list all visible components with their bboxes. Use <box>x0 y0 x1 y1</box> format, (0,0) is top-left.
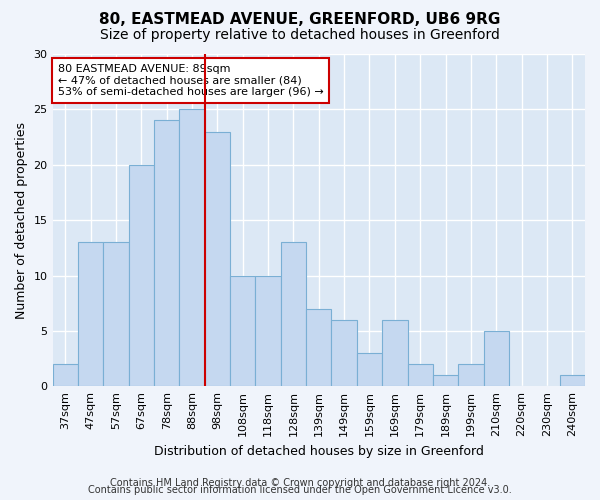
Bar <box>382 320 407 386</box>
Bar <box>560 375 585 386</box>
Text: 80, EASTMEAD AVENUE, GREENFORD, UB6 9RG: 80, EASTMEAD AVENUE, GREENFORD, UB6 9RG <box>100 12 500 28</box>
Bar <box>407 364 433 386</box>
Y-axis label: Number of detached properties: Number of detached properties <box>15 122 28 318</box>
Bar <box>281 242 306 386</box>
Bar <box>458 364 484 386</box>
Bar <box>256 276 281 386</box>
Bar <box>331 320 357 386</box>
Text: Size of property relative to detached houses in Greenford: Size of property relative to detached ho… <box>100 28 500 42</box>
Bar <box>230 276 256 386</box>
X-axis label: Distribution of detached houses by size in Greenford: Distribution of detached houses by size … <box>154 444 484 458</box>
Bar <box>78 242 103 386</box>
Bar <box>103 242 128 386</box>
Text: Contains HM Land Registry data © Crown copyright and database right 2024.: Contains HM Land Registry data © Crown c… <box>110 478 490 488</box>
Bar <box>128 165 154 386</box>
Text: 80 EASTMEAD AVENUE: 89sqm
← 47% of detached houses are smaller (84)
53% of semi-: 80 EASTMEAD AVENUE: 89sqm ← 47% of detac… <box>58 64 323 97</box>
Bar <box>179 110 205 386</box>
Bar <box>53 364 78 386</box>
Bar <box>484 331 509 386</box>
Bar <box>306 309 331 386</box>
Text: Contains public sector information licensed under the Open Government Licence v3: Contains public sector information licen… <box>88 485 512 495</box>
Bar <box>154 120 179 386</box>
Bar <box>357 353 382 386</box>
Bar <box>433 375 458 386</box>
Bar <box>205 132 230 386</box>
